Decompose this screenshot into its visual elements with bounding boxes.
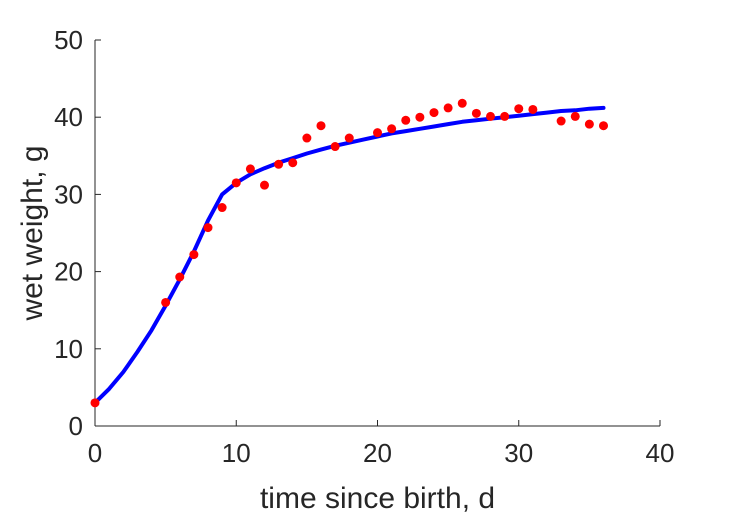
data-point <box>429 108 439 118</box>
data-point <box>500 111 510 121</box>
data-point <box>599 121 608 131</box>
x-tick-label: 10 <box>222 438 251 468</box>
x-tick-label: 40 <box>646 438 675 468</box>
data-point <box>175 272 185 282</box>
fit-curve <box>93 105 606 405</box>
plot-area <box>90 98 608 408</box>
data-point <box>316 121 326 131</box>
data-point <box>514 104 524 114</box>
x-axis-label: time since birth, d <box>260 482 495 515</box>
data-point <box>584 119 594 129</box>
data-point <box>189 250 199 260</box>
data-point <box>260 180 269 190</box>
y-tick-label: 50 <box>54 25 83 55</box>
data-point <box>330 142 340 152</box>
x-tick-label: 0 <box>88 438 102 468</box>
data-point <box>570 111 580 121</box>
data-point <box>457 98 467 108</box>
x-tick-label: 20 <box>363 438 392 468</box>
data-point <box>415 112 425 122</box>
y-tick-label: 0 <box>69 411 83 441</box>
data-point <box>161 297 171 307</box>
data-point <box>90 398 100 408</box>
data-point <box>471 108 481 118</box>
data-point <box>486 111 495 121</box>
axes <box>94 40 660 427</box>
y-tick-label: 40 <box>54 102 83 132</box>
data-point <box>245 164 255 174</box>
data-point <box>528 104 538 114</box>
y-tick-label: 10 <box>54 334 83 364</box>
data-point <box>203 223 213 233</box>
data-point <box>231 178 241 188</box>
data-point <box>373 128 382 138</box>
x-ticks: 0 10 20 30 40 <box>88 420 675 468</box>
y-tick-label: 20 <box>54 257 83 287</box>
data-point <box>387 124 397 134</box>
data-point <box>274 159 284 169</box>
data-point <box>443 103 453 113</box>
data-point <box>302 133 312 143</box>
y-ticks: 0 10 20 30 40 50 <box>54 25 101 441</box>
y-axis-label: wet weight, g <box>16 145 49 321</box>
data-point <box>288 158 298 168</box>
data-point <box>401 115 411 125</box>
y-tick-label: 30 <box>54 179 83 209</box>
x-tick-label: 30 <box>504 438 533 468</box>
data-point <box>556 116 566 126</box>
data-point <box>344 133 354 143</box>
data-point <box>217 203 227 213</box>
